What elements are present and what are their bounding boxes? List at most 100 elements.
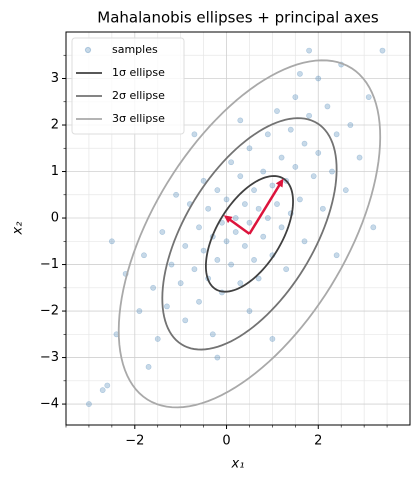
sample-point bbox=[342, 187, 349, 194]
sample-point bbox=[214, 187, 221, 194]
sample-point bbox=[379, 47, 386, 54]
sample-point bbox=[228, 261, 235, 268]
sample-point bbox=[214, 354, 221, 361]
sample-point bbox=[370, 224, 377, 231]
sample-point bbox=[200, 247, 207, 254]
y-axis-label: x₂ bbox=[11, 222, 26, 236]
sample-point bbox=[241, 201, 248, 207]
sample-point bbox=[333, 252, 340, 259]
sample-point bbox=[283, 266, 290, 273]
legend-label: 2σ ellipse bbox=[112, 89, 165, 102]
sample-point bbox=[145, 363, 152, 370]
sample-point bbox=[301, 140, 308, 147]
sample-point bbox=[205, 205, 212, 212]
sample-point bbox=[173, 191, 179, 198]
sample-point bbox=[251, 187, 257, 194]
sample-point bbox=[319, 205, 326, 212]
plot-frame bbox=[65, 31, 411, 426]
sample-point bbox=[333, 131, 340, 138]
sample-point bbox=[301, 238, 308, 245]
sample-point bbox=[232, 229, 239, 235]
sample-point bbox=[191, 131, 198, 138]
sample-point bbox=[136, 308, 143, 314]
sample-point bbox=[260, 233, 267, 240]
legend-frame bbox=[71, 37, 185, 135]
sample-point bbox=[269, 182, 276, 189]
sample-point bbox=[246, 219, 253, 226]
sample-point bbox=[251, 256, 257, 263]
sample-point bbox=[347, 122, 354, 128]
sample-point bbox=[255, 205, 262, 212]
y-tick-label: −1 bbox=[40, 257, 59, 272]
ellipse bbox=[117, 59, 382, 409]
sample-point bbox=[292, 163, 299, 170]
legend-label: 3σ ellipse bbox=[112, 112, 165, 125]
ellipse bbox=[161, 117, 338, 351]
sample-point bbox=[182, 317, 189, 324]
sample-point bbox=[315, 150, 322, 156]
legend-label: samples bbox=[112, 43, 158, 56]
sample-point bbox=[159, 229, 166, 235]
y-tick-label: −3 bbox=[40, 350, 59, 365]
x-tick-label: −2 bbox=[125, 434, 144, 449]
sample-point bbox=[329, 168, 335, 175]
y-tick-label: 2 bbox=[51, 118, 59, 133]
sample-point bbox=[154, 336, 161, 342]
sample-point bbox=[306, 112, 312, 119]
sample-point bbox=[246, 308, 253, 314]
sample-point bbox=[196, 298, 202, 305]
arrow-head bbox=[223, 215, 233, 224]
sample-point bbox=[86, 401, 92, 407]
arrow-head bbox=[275, 178, 284, 188]
sample-point bbox=[237, 280, 244, 287]
sample-point bbox=[269, 336, 276, 342]
y-tick-label: −2 bbox=[40, 304, 59, 319]
y-tick-label: 0 bbox=[51, 211, 59, 226]
sample-point bbox=[191, 266, 198, 273]
sample-point bbox=[108, 238, 115, 245]
sample-point bbox=[237, 117, 244, 124]
sample-point bbox=[164, 303, 170, 310]
ellipse bbox=[204, 175, 294, 293]
sample-point bbox=[200, 177, 207, 184]
sample-point bbox=[274, 201, 280, 207]
legend-label: 1σ ellipse bbox=[112, 66, 165, 79]
sample-point bbox=[232, 215, 239, 221]
x-tick-label: 0 bbox=[222, 434, 230, 449]
sample-point bbox=[306, 47, 312, 54]
legend-marker bbox=[84, 46, 92, 54]
sample-point bbox=[168, 261, 175, 268]
sample-point bbox=[278, 224, 285, 231]
sample-point bbox=[365, 94, 372, 101]
sample-point bbox=[223, 238, 230, 245]
sample-point bbox=[237, 173, 244, 180]
sample-point bbox=[315, 75, 322, 82]
chart-title: Mahalanobis ellipses + principal axes bbox=[97, 9, 379, 27]
sample-point bbox=[260, 168, 267, 175]
sample-point bbox=[324, 103, 331, 110]
y-tick-label: 1 bbox=[51, 164, 59, 179]
sample-point bbox=[182, 243, 189, 249]
sample-point bbox=[310, 173, 317, 180]
sample-point bbox=[264, 131, 271, 138]
sample-point bbox=[246, 145, 253, 152]
sample-point bbox=[241, 243, 248, 249]
sample-point bbox=[297, 70, 303, 77]
legend: samples 1σ ellipse 2σ ellipse 3σ ellipse bbox=[71, 37, 185, 135]
sample-point bbox=[104, 382, 111, 389]
sample-point bbox=[150, 284, 157, 291]
x-axis-label: x₁ bbox=[231, 457, 245, 472]
sample-point bbox=[196, 224, 202, 231]
principal-axis-arrow bbox=[226, 216, 251, 235]
sample-point bbox=[209, 331, 216, 338]
sample-point bbox=[356, 154, 363, 161]
sample-point bbox=[297, 196, 303, 203]
sample-point bbox=[228, 159, 235, 166]
sample-point bbox=[99, 387, 106, 394]
sample-point bbox=[255, 275, 262, 282]
sample-point bbox=[214, 256, 221, 263]
sample-point bbox=[292, 94, 299, 101]
sample-point bbox=[274, 108, 280, 114]
principal-axis-arrow bbox=[248, 181, 283, 235]
